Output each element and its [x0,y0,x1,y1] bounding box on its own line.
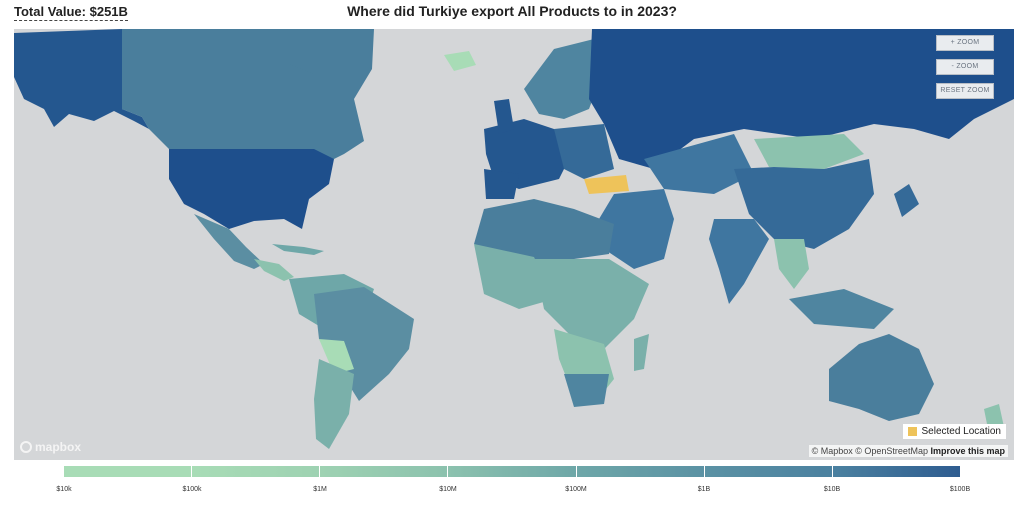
selected-location-label: Selected Location [921,426,1001,437]
color-scale-tick-label: $100M [565,486,587,493]
color-scale-segment [192,466,321,477]
world-map[interactable]: + ZOOM - ZOOM RESET ZOOM Selected Locati… [14,29,1014,460]
region-mongolia[interactable] [754,134,864,169]
region-alaska[interactable] [14,29,149,129]
selected-location-legend: Selected Location [903,424,1006,439]
color-scale-tick-label: $10B [823,486,841,493]
region-iberia[interactable] [484,169,519,199]
zoom-in-button[interactable]: + ZOOM [936,35,994,51]
region-australia[interactable] [829,334,934,421]
zoom-out-button[interactable]: - ZOOM [936,59,994,75]
attribution-osm[interactable]: © OpenStreetMap [855,446,928,456]
color-scale-segment [576,466,705,477]
region-iceland[interactable] [444,51,476,71]
page-title: Where did Turkiye export All Products to… [347,3,677,19]
attribution-improve-link[interactable]: Improve this map [930,446,1005,456]
color-scale-tick-label: $1B [697,486,711,493]
region-north-africa[interactable] [474,199,614,259]
reset-zoom-button[interactable]: RESET ZOOM [936,83,994,99]
region-brazil[interactable] [314,287,414,401]
color-scale-tick-label: $100k [182,486,202,493]
region-argentina[interactable] [314,359,354,449]
region-scandinavia[interactable] [524,39,604,119]
region-india[interactable] [709,219,769,304]
region-central-africa[interactable] [534,259,649,349]
color-scale-segment [448,466,577,477]
mapbox-logo-text: mapbox [35,440,82,454]
region-japan[interactable] [894,184,919,217]
color-scale-segment [704,466,833,477]
region-western-europe[interactable] [484,119,574,189]
color-scale-bar [64,466,960,477]
color-scale-tick-label: $100B [949,486,971,493]
color-scale-segment [832,466,960,477]
color-scale-tick-label: $10M [439,486,457,493]
map-attribution: © Mapbox © OpenStreetMap Improve this ma… [808,445,1008,457]
region-turkiye-selected[interactable] [584,175,629,194]
region-south-africa[interactable] [564,374,609,407]
total-value[interactable]: Total Value: $251B [14,4,128,21]
attribution-mapbox[interactable]: © Mapbox [811,446,853,456]
region-russia[interactable] [589,29,1014,169]
region-central-asia[interactable] [644,134,754,194]
color-scale-segment [320,466,449,477]
region-madagascar[interactable] [634,334,649,371]
color-scale-tick-label: $1M [313,486,327,493]
color-scale-tick-label: $10k [56,486,72,493]
region-usa[interactable] [169,149,334,229]
map-canvas[interactable] [14,29,1014,460]
region-middle-east[interactable] [599,189,674,269]
region-mexico[interactable] [194,214,264,269]
mapbox-logo-icon [20,441,32,453]
region-southeast-asia[interactable] [774,239,809,289]
selected-location-swatch [908,427,918,436]
region-bolivia[interactable] [319,339,354,374]
region-china[interactable] [734,159,874,249]
region-west-africa[interactable] [474,244,554,309]
mapbox-logo[interactable]: mapbox [20,440,81,454]
region-greenland[interactable] [269,29,359,74]
region-uk[interactable] [494,99,514,134]
color-scale-segment [64,466,193,477]
region-eastern-europe[interactable] [554,124,614,179]
region-indonesia[interactable] [789,289,894,329]
region-central-america[interactable] [254,259,294,281]
region-caribbean[interactable] [272,244,324,255]
